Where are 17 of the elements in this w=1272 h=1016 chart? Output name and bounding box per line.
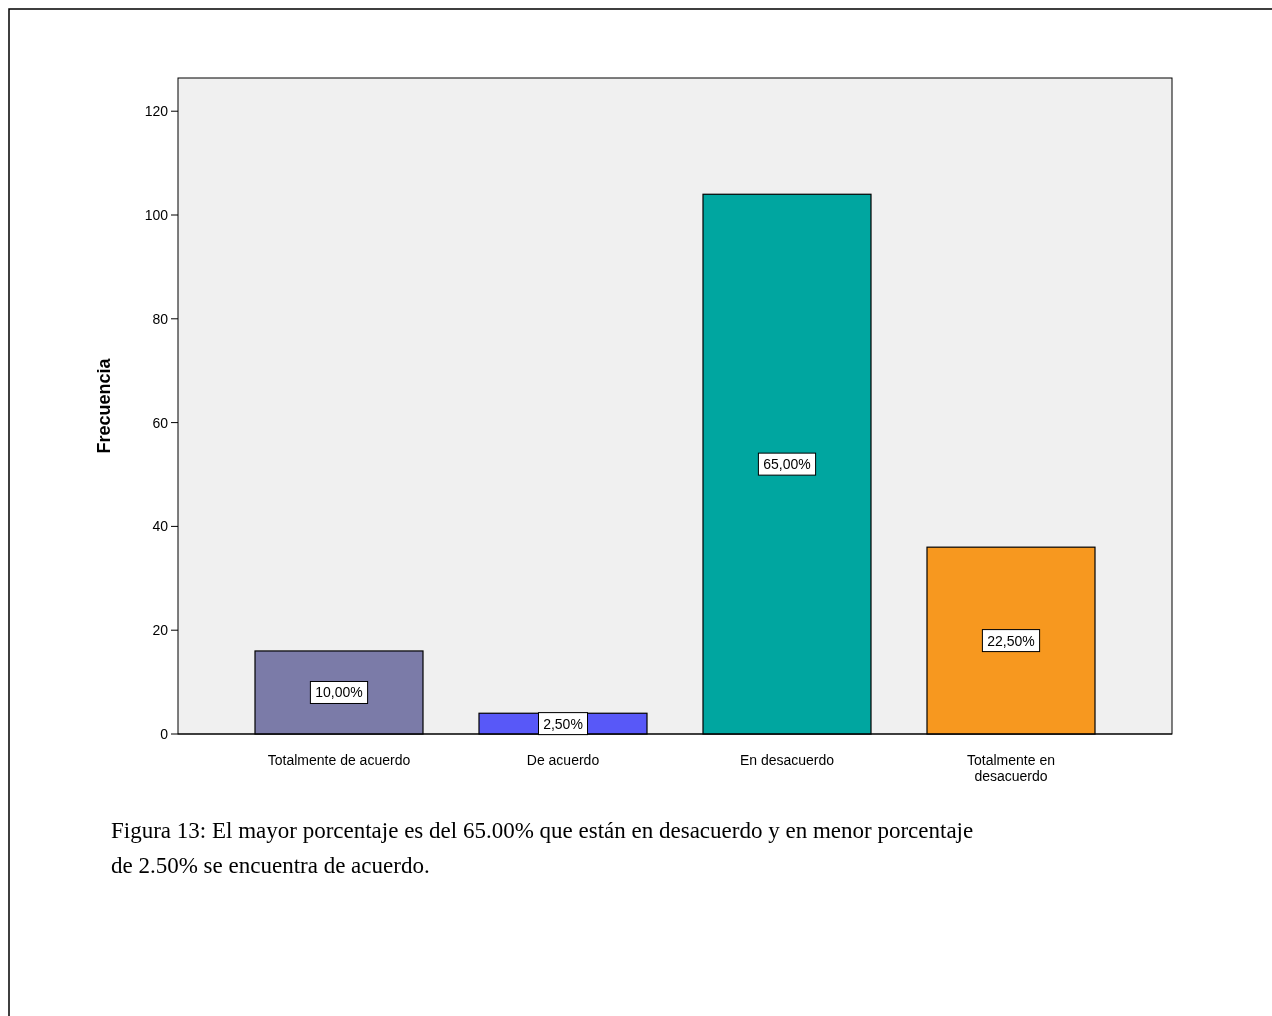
x-tick-label: De acuerdo [526,752,600,768]
annotation: 10,00% [315,684,363,701]
y-tick-label: 40 [152,518,169,535]
y-tick-label: 20 [152,622,169,639]
y-axis-title: Frecuencia [94,357,114,454]
x-tick-label: Totalmente en desacuerdo [967,752,1055,784]
annotation: 22,50% [987,632,1035,649]
y-tick-label: 100 [144,207,169,224]
y-tick-label: 0 [160,726,169,742]
y-tick-label: 120 [144,103,169,120]
y-tick-label: 60 [152,414,169,431]
x-tick-label: Totalmente de acuerdo [267,752,411,768]
annotation: 2,50% [543,715,583,732]
text: Figura 13: El mayor porcentaje es del 65.00% que están en desacuerdo y en menor porcentaje de 2.50% se encuentra de acuerdo. [111,818,974,878]
y-tick-label: 80 [152,310,169,327]
x-tick-label: En desacuerdo [739,752,835,768]
annotation: 65,00% [763,456,811,473]
